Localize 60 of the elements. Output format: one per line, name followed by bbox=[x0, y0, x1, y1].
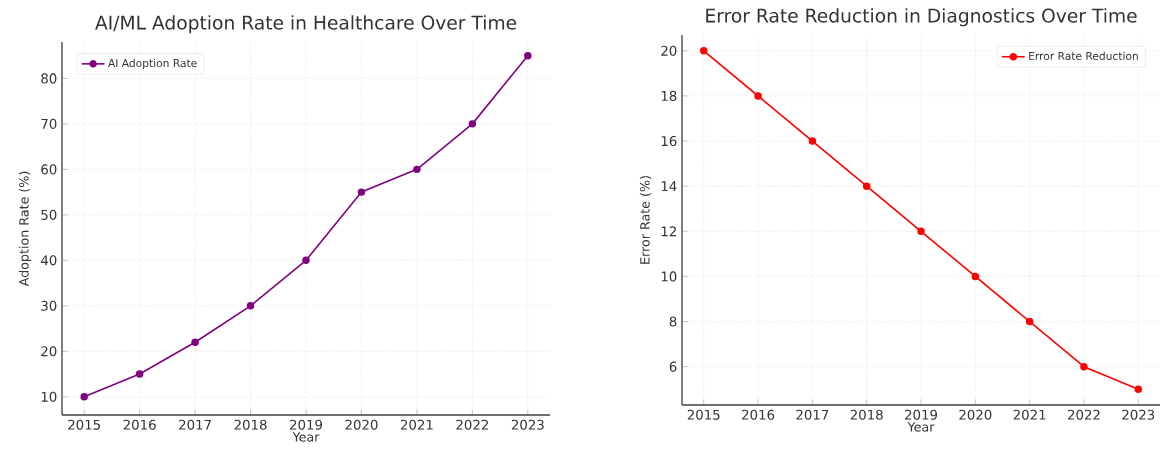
point bbox=[808, 137, 817, 145]
y-tick-label: 10 bbox=[661, 271, 677, 282]
x-tick-label: 2016 bbox=[123, 419, 156, 430]
y-tick-label: 10 bbox=[41, 391, 57, 402]
point bbox=[246, 302, 255, 310]
y-tick-label: 6 bbox=[669, 361, 677, 372]
y-tick-label: 40 bbox=[40, 255, 57, 266]
x-tick-label: 2016 bbox=[742, 409, 775, 420]
point bbox=[302, 256, 310, 265]
x-tick-label: 2017 bbox=[179, 419, 211, 430]
point bbox=[917, 227, 925, 236]
y-tick-label: 50 bbox=[41, 209, 57, 220]
y-tick-label: 20 bbox=[41, 346, 57, 357]
x-tick-label: 2019 bbox=[905, 409, 938, 420]
x-tick-label: 2022 bbox=[456, 419, 488, 430]
x-tick-label: 2015 bbox=[68, 419, 100, 430]
point bbox=[468, 120, 477, 128]
x-tick-label: 2017 bbox=[796, 409, 829, 420]
x-tick-label: 2015 bbox=[687, 409, 720, 420]
y-tick-label: 14 bbox=[661, 181, 677, 192]
x-tick-label: 2018 bbox=[234, 419, 267, 430]
legend-label: Error Rate Reduction bbox=[1029, 51, 1138, 60]
x-tick-label: 2023 bbox=[511, 419, 544, 430]
chart-title: AI/ML Adoption Rate in Healthcare Over Time bbox=[95, 15, 517, 34]
y-tick-label: 16 bbox=[661, 135, 677, 147]
y-tick-label: 8 bbox=[669, 316, 677, 327]
y-tick-label: 18 bbox=[661, 90, 677, 101]
x-tick-label: 2020 bbox=[345, 419, 378, 430]
x-axis-title: Year bbox=[907, 422, 935, 432]
y-axis-title: Error Rate (%) bbox=[639, 176, 652, 264]
y-tick-label: 80 bbox=[41, 73, 57, 84]
x-tick-label: 2021 bbox=[400, 419, 433, 430]
y-tick-label: 70 bbox=[41, 118, 57, 129]
point bbox=[80, 393, 88, 401]
point bbox=[135, 370, 144, 378]
point bbox=[1025, 317, 1034, 326]
x-axis-title: Year bbox=[292, 432, 320, 442]
legend-label: AI Adoption Rate bbox=[108, 58, 197, 70]
y-tick-label: 30 bbox=[41, 300, 57, 311]
point bbox=[524, 51, 532, 60]
point bbox=[971, 272, 980, 281]
y-tick-label: 12 bbox=[661, 226, 676, 237]
point bbox=[357, 188, 366, 196]
x-tick-label: 2018 bbox=[850, 409, 883, 420]
point bbox=[700, 47, 708, 55]
x-tick-label: 2023 bbox=[1122, 409, 1155, 420]
x-tick-label: 2021 bbox=[1013, 409, 1046, 420]
x-tick-label: 2020 bbox=[959, 409, 992, 420]
x-tick-label: 2022 bbox=[1067, 409, 1100, 420]
chart-title: Error Rate Reduction in Diagnostics Over Time bbox=[706, 8, 1137, 27]
y-tick-label: 20 bbox=[661, 45, 677, 56]
point bbox=[413, 165, 421, 174]
y-tick-label: 60 bbox=[41, 164, 57, 175]
point bbox=[191, 338, 199, 346]
point bbox=[754, 92, 762, 100]
point bbox=[1080, 362, 1088, 371]
y-axis-title: Adoption Rate (%) bbox=[18, 171, 32, 287]
point bbox=[862, 182, 871, 190]
x-tick-label: 2019 bbox=[290, 419, 323, 430]
point bbox=[1134, 385, 1143, 393]
